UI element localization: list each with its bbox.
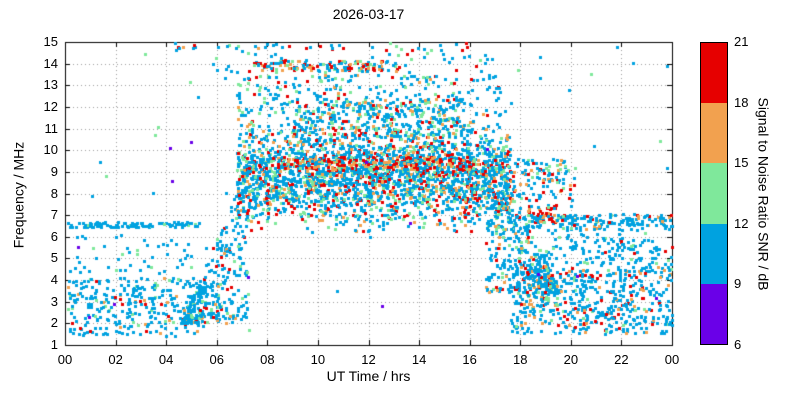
x-tick-label: 00: [664, 352, 680, 367]
snr-colorbar: [700, 42, 728, 345]
y-axis-label: Frequency / MHz: [10, 141, 27, 249]
colorbar-band-purple: [701, 283, 727, 344]
x-tick-label: 10: [310, 352, 326, 367]
y-tick-label: 10: [43, 142, 58, 158]
colorbar-tick-label: 18: [734, 94, 749, 110]
colorbar-band-blue: [701, 223, 727, 284]
x-tick-label: 06: [209, 352, 224, 367]
colorbar-tick-label: 15: [734, 155, 749, 171]
y-tick-label: 4: [50, 272, 58, 288]
colorbar-tick-label: 9: [734, 276, 742, 292]
y-tick-label: 8: [50, 185, 58, 201]
x-tick-label: 22: [614, 352, 629, 367]
x-axis-label: UT Time / hrs: [326, 368, 411, 384]
y-tick-label: 14: [43, 55, 58, 71]
colorbar-band-orange: [701, 103, 727, 164]
y-tick-label: 7: [50, 207, 58, 223]
y-tick-label: 15: [43, 34, 58, 49]
y-tick-label: 12: [43, 98, 58, 114]
y-tick-label: 9: [50, 163, 58, 179]
x-tick-label: 18: [513, 352, 528, 367]
x-tick-label: 04: [158, 352, 174, 367]
y-tick-label: 2: [50, 315, 58, 331]
x-tick-label: 16: [462, 352, 477, 367]
y-tick-label: 11: [44, 120, 59, 136]
colorbar-band-green: [701, 163, 727, 224]
colorbar-tick-label: 21: [734, 34, 749, 49]
y-tick-label: 1: [50, 337, 58, 352]
colorbar-label: Signal to Noise Ratio SNR / dB: [755, 97, 772, 291]
colorbar-tick-label: 6: [734, 337, 742, 352]
x-tick-label: 12: [361, 352, 376, 367]
colorbar-tick-label: 12: [734, 215, 749, 231]
x-tick-label: 20: [563, 352, 579, 367]
colorbar-band-red: [701, 43, 727, 104]
y-tick-label: 6: [50, 228, 58, 244]
x-tick-label: 02: [108, 352, 123, 367]
y-tick-label: 5: [50, 250, 58, 266]
x-tick-label: 08: [260, 352, 275, 367]
chart-title: 2026-03-17: [332, 6, 405, 22]
y-tick-label: 3: [50, 293, 58, 309]
x-tick-label: 00: [57, 352, 73, 367]
y-tick-label: 13: [43, 77, 58, 93]
x-tick-label: 14: [411, 352, 427, 367]
